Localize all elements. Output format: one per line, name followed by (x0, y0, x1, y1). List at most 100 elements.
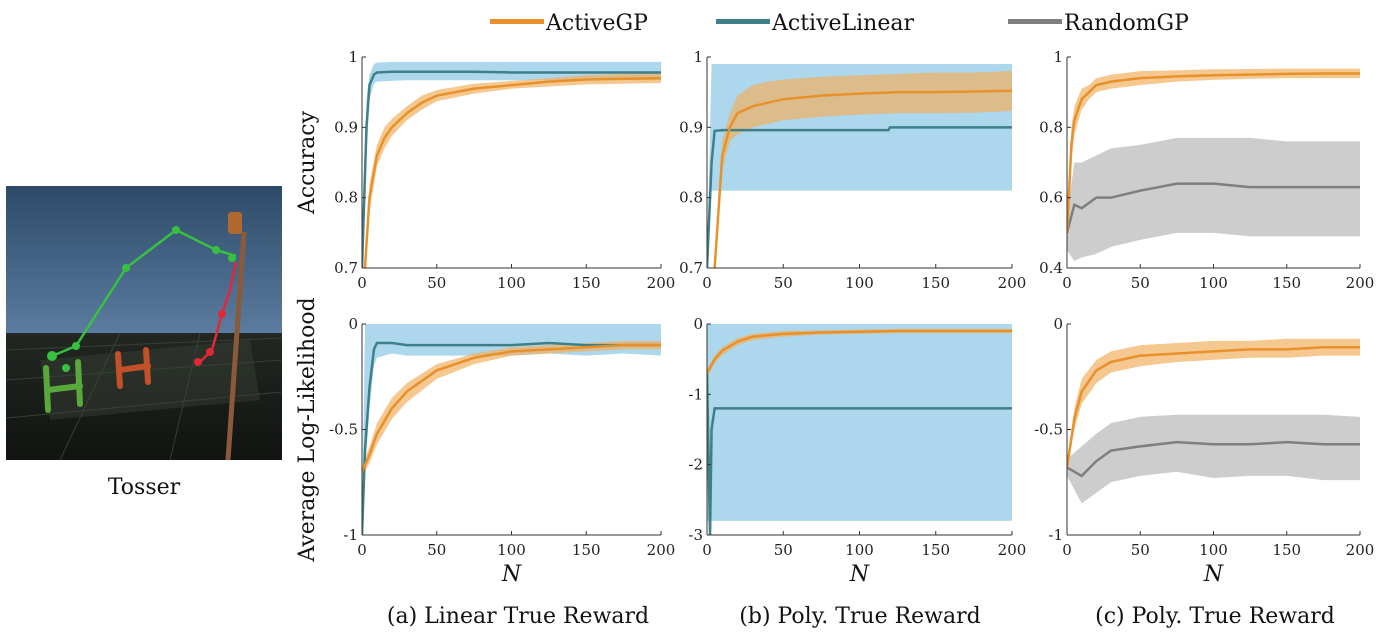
y-axis-label-a-bottom: Average Log-Likelihood (295, 297, 320, 562)
x-tick-label-b-top: 100 (845, 274, 874, 292)
x-tick-label-a-top: 0 (357, 274, 367, 292)
series-line-a-bottom-activelinear (362, 341, 661, 535)
x-tick-label-c-bottom: 100 (1199, 541, 1228, 559)
chart-panel-c-top: 0 50 100 150 200 0.4 0.6 0.8 1 (1039, 48, 1374, 292)
scene-red-bin (115, 347, 151, 389)
y-tick-label-c-top: 0.4 (1039, 259, 1063, 277)
y-tick-label-b-bottom: -2 (688, 456, 703, 474)
x-tick-label-a-top: 200 (647, 274, 676, 292)
chart-panel-a-bottom: 0 50 100 150 200 -1 -0.5 0 Average Log-Likelihoo… (295, 297, 675, 587)
x-tick-label-c-top: 200 (1346, 274, 1375, 292)
legend-label-randomgp: RandomGP (1064, 11, 1189, 36)
series-line-a-top-activelinear (362, 70, 661, 268)
plot-area-b-bottom (707, 324, 1012, 535)
image-caption: Tosser (108, 475, 181, 500)
legend-swatch-randomgp (1008, 19, 1062, 24)
series-line-b-top-activelinear (707, 126, 1012, 268)
scene-tosser-cup (228, 212, 242, 234)
band-c-bottom-randomgp (1067, 414, 1360, 504)
y-tick-label-c-top: 0.8 (1039, 118, 1063, 136)
band-c-top-randomgp (1067, 137, 1360, 261)
x-tick-label-c-bottom: 50 (1131, 541, 1150, 559)
x-tick-label-c-top: 0 (1062, 274, 1072, 292)
scene-pole (225, 231, 247, 461)
legend-swatch-activegp (490, 19, 544, 24)
y-tick-label-b-bottom: 0 (693, 315, 703, 333)
y-tick-label-a-bottom: -1 (343, 526, 358, 544)
series-line-c-bottom-activegp (1067, 345, 1360, 468)
y-tick-label-a-top: 0.8 (334, 189, 358, 207)
x-tick-label-a-bottom: 100 (497, 541, 526, 559)
x-axis-label-c-bottom: N (1203, 562, 1224, 587)
x-tick-label-c-top: 100 (1199, 274, 1228, 292)
scene-green-bin (43, 359, 83, 413)
y-tick-label-c-top: 0.6 (1039, 189, 1063, 207)
y-tick-label-a-top: 0.7 (334, 259, 358, 277)
y-tick-label-b-top: 0.8 (679, 189, 703, 207)
x-tick-label-b-top: 200 (998, 274, 1027, 292)
plot-area-b-top (707, 64, 1012, 268)
series-line-c-bottom-randomgp (1067, 440, 1360, 478)
x-tick-label-b-bottom: 100 (845, 541, 874, 559)
y-tick-label-a-bottom: -0.5 (329, 421, 358, 439)
scene-sky (6, 186, 282, 334)
y-tick-label-b-top: 0.9 (679, 118, 703, 136)
series-line-b-bottom-activelinear (707, 373, 1012, 535)
chart-panel-a-top: 0 50 100 150 200 0.7 0.8 0.9 1 Accuracy (295, 48, 675, 292)
y-tick-label-b-top: 0.7 (679, 259, 703, 277)
caption-b: (b) Poly. True Reward (739, 604, 980, 629)
legend-item-activegp: ActiveGP (490, 11, 648, 36)
legend-item-activelinear: ActiveLinear (716, 11, 914, 36)
scene-red-markers (194, 310, 226, 366)
legend-swatch-activelinear (716, 19, 770, 24)
series-line-b-top-activegp (713, 89, 1012, 268)
band-b-bottom-activelinear (707, 324, 1012, 521)
y-tick-label-c-bottom: 0 (1053, 315, 1063, 333)
chart-panel-b-bottom: 0 50 100 150 200 -3 -2 -1 0 N (688, 315, 1026, 587)
series-line-c-top-activegp (1067, 72, 1360, 233)
x-tick-label-c-top: 50 (1131, 274, 1150, 292)
x-tick-label-a-bottom: 50 (427, 541, 446, 559)
x-tick-label-a-top: 50 (427, 274, 446, 292)
x-axis-label-a-bottom: N (501, 562, 522, 587)
band-a-top-activegp (364, 73, 661, 268)
y-tick-label-b-top: 1 (693, 48, 703, 66)
y-axis-label-a-top: Accuracy (295, 110, 320, 215)
x-tick-label-a-bottom: 0 (357, 541, 367, 559)
x-tick-label-a-top: 150 (572, 274, 601, 292)
caption-a: (a) Linear True Reward (387, 604, 649, 629)
x-tick-label-b-bottom: 200 (998, 541, 1027, 559)
legend-item-randomgp: RandomGP (1008, 11, 1189, 36)
x-tick-label-b-top: 150 (921, 274, 950, 292)
caption-c: (c) Poly. True Reward (1095, 604, 1335, 629)
band-c-bottom-activegp (1067, 338, 1360, 472)
y-tick-label-c-bottom: -1 (1048, 526, 1063, 544)
plot-area-c-top (1067, 68, 1360, 261)
series-line-c-top-randomgp (1067, 182, 1360, 234)
y-tick-label-c-bottom: -0.5 (1034, 421, 1063, 439)
legend: ActiveGP ActiveLinear RandomGP (490, 11, 1189, 36)
chart-panel-c-bottom: 0 50 100 150 200 -1 -0.5 0 N (1034, 315, 1374, 587)
y-tick-label-a-top: 0.9 (334, 118, 358, 136)
plot-area-a-bottom (362, 324, 661, 535)
y-tick-label-a-top: 1 (348, 48, 358, 66)
series-line-a-top-activegp (363, 76, 661, 268)
band-a-bottom-activegp (362, 340, 661, 476)
scene-green-markers (47, 226, 236, 372)
x-axis-label-b-bottom: N (849, 562, 870, 587)
x-tick-label-c-bottom: 150 (1272, 541, 1301, 559)
tosser-scene-image (5, 186, 283, 461)
y-tick-label-c-top: 1 (1053, 48, 1063, 66)
x-tick-label-c-bottom: 0 (1062, 541, 1072, 559)
y-tick-label-b-bottom: -1 (688, 385, 703, 403)
series-line-a-bottom-activegp (362, 343, 661, 473)
x-tick-label-a-top: 100 (497, 274, 526, 292)
legend-label-activelinear: ActiveLinear (771, 11, 914, 36)
plot-area-c-bottom (1067, 338, 1360, 504)
series-line-b-bottom-activegp (707, 329, 1012, 374)
x-tick-label-b-bottom: 50 (774, 541, 793, 559)
chart-panel-b-top: 0 50 100 150 200 0.7 0.8 0.9 1 (679, 48, 1026, 292)
x-tick-label-b-top: 50 (774, 274, 793, 292)
